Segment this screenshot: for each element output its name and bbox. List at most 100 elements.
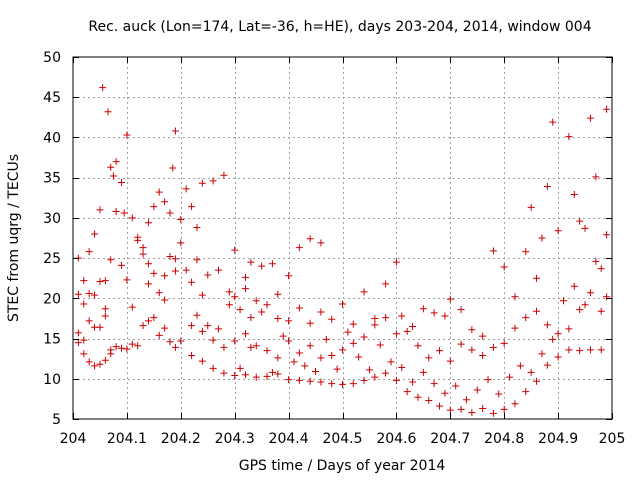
x-tick-label: 204.7 [430,431,470,447]
data-point [198,327,206,335]
data-point [446,357,454,365]
data-point [559,297,567,305]
data-point [371,314,379,322]
data-point [171,343,179,351]
data-point [382,280,390,288]
data-point [120,209,128,217]
data-point [166,253,174,261]
data-point [85,358,93,366]
data-point [489,343,497,351]
x-tick-label: 204.1 [107,431,147,447]
data-point [586,289,594,297]
series-arc-upper [74,105,611,340]
data-point [349,320,357,328]
data-point [489,409,497,417]
data-point [274,314,282,322]
data-point [290,358,298,366]
data-point [538,234,546,242]
data-point [101,356,109,364]
data-point [533,377,541,385]
data-point [204,322,212,330]
data-point [398,312,406,320]
data-point [112,207,120,215]
data-point [198,357,206,365]
data-point [101,305,109,313]
data-point [312,368,320,376]
x-tick-label: 204.8 [484,431,524,447]
data-point [462,396,470,404]
data-point [91,230,99,238]
data-point [91,362,99,370]
data-point [581,224,589,232]
data-point [533,274,541,282]
y-tick-label: 45 [43,90,61,106]
data-point [533,307,541,315]
y-tick-label: 15 [43,332,61,348]
data-point [85,248,93,256]
data-point [457,340,465,348]
data-point [328,351,336,359]
data-point [188,351,196,359]
data-point [166,209,174,217]
data-point [295,304,303,312]
data-point [231,372,239,380]
data-point [317,308,325,316]
data-point [274,354,282,362]
data-point [392,330,400,338]
data-point [479,351,487,359]
data-point [511,293,519,301]
data-point [409,322,417,330]
data-point [166,338,174,346]
data-point [104,108,112,116]
data-point [241,273,249,281]
data-point [161,296,169,304]
data-point [597,346,605,354]
data-point [398,364,406,372]
data-point [101,312,109,320]
data-point [96,277,104,285]
data-point [339,346,346,354]
data-point [565,346,573,354]
data-point [382,314,390,322]
data-point [403,327,411,335]
x-tick-label: 204.3 [215,431,255,447]
data-point [430,309,438,317]
data-point [371,321,379,329]
data-point [516,362,524,370]
data-point [247,258,255,266]
data-point [236,306,244,314]
data-point [554,227,562,235]
data-point [543,361,551,369]
data-point [193,311,201,319]
data-point [344,328,352,336]
data-point [576,347,584,355]
data-point [322,335,330,343]
data-point [414,393,422,401]
data-point [360,288,368,296]
data-point [360,376,368,384]
data-point [107,256,115,264]
data-point [295,349,303,357]
data-point [155,289,163,297]
data-point [171,127,179,135]
y-tick-labels: 5 10 15 20 25 30 35 40 45 50 [43,50,61,428]
data-point [419,368,427,376]
data-point [446,406,454,414]
data-point [285,376,293,384]
data-point [306,319,314,327]
data-point [209,177,217,185]
data-point [74,290,82,298]
x-tick-label: 204.5 [322,431,362,447]
data-point [268,368,276,376]
data-point [118,178,126,186]
data-point [484,376,492,384]
data-point [241,330,249,338]
data-point [554,353,562,361]
data-point [301,362,309,370]
data-point [204,271,212,279]
data-point [258,308,266,316]
data-point [231,337,239,345]
data-point [295,244,303,252]
data-point [473,386,481,394]
data-point [576,306,584,314]
